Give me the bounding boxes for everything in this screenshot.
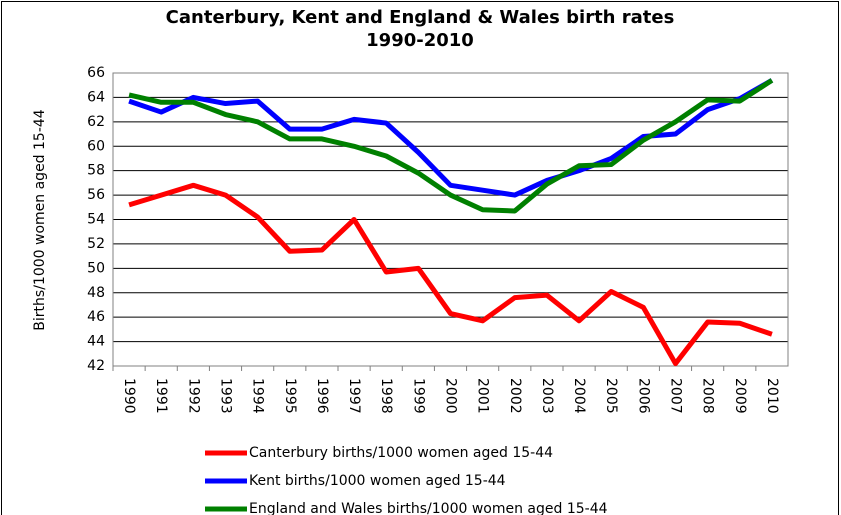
y-tick-label: 66 (87, 65, 105, 81)
y-tick-label: 58 (87, 163, 105, 179)
y-tick-label: 48 (87, 285, 105, 301)
chart-title-text: Canterbury, Kent and England & Wales bir… (165, 7, 675, 51)
legend-label: Canterbury births/1000 women aged 15-44 (249, 445, 553, 461)
x-tick-label: 1992 (185, 378, 201, 414)
x-tick-label: 2000 (443, 378, 459, 414)
y-tick-label: 42 (87, 358, 105, 374)
y-tick-label: 54 (87, 212, 105, 228)
chart-title: Canterbury, Kent and England & Wales bir… (70, 6, 770, 52)
x-tick-label: 1996 (314, 378, 330, 414)
plot-area (112, 72, 789, 367)
y-axis-label: Births/1000 women aged 15-44 (32, 109, 48, 330)
x-tick-label: 2009 (732, 378, 748, 414)
y-tick-label: 46 (87, 309, 105, 325)
x-tick-label: 1994 (250, 378, 266, 414)
series-line (128, 78, 774, 214)
y-tick-label: 56 (87, 187, 105, 203)
x-tick-label: 2005 (603, 378, 619, 414)
legend-label: Kent births/1000 women aged 15-44 (249, 473, 506, 489)
legend-label: England and Wales births/1000 women aged… (249, 501, 608, 515)
x-tick-label: 2006 (635, 378, 651, 414)
x-tick-label: 2001 (475, 378, 491, 414)
x-tick-label: 2002 (507, 378, 523, 414)
y-tick-label: 52 (87, 236, 105, 252)
x-tick-label: 2003 (539, 378, 555, 414)
x-tick-label: 1990 (121, 378, 137, 414)
y-tick-label: 44 (87, 334, 105, 350)
x-tick-label: 1997 (346, 378, 362, 414)
series-line (128, 78, 774, 198)
x-tick-label: 2004 (571, 378, 587, 414)
x-tick-label: 2008 (700, 378, 716, 414)
x-tick-label: 1999 (410, 378, 426, 414)
x-tick-label: 1993 (218, 378, 234, 414)
y-tick-label: 64 (87, 89, 105, 105)
y-tick-label: 62 (87, 114, 105, 130)
y-tick-label: 60 (87, 138, 105, 154)
x-tick-label: 2010 (764, 378, 780, 414)
series-line (128, 182, 773, 367)
x-tick-label: 1991 (153, 378, 169, 414)
x-tick-label: 1998 (378, 378, 394, 414)
y-tick-label: 50 (87, 260, 105, 276)
x-tick-label: 2007 (668, 378, 684, 414)
x-tick-label: 1995 (282, 378, 298, 414)
